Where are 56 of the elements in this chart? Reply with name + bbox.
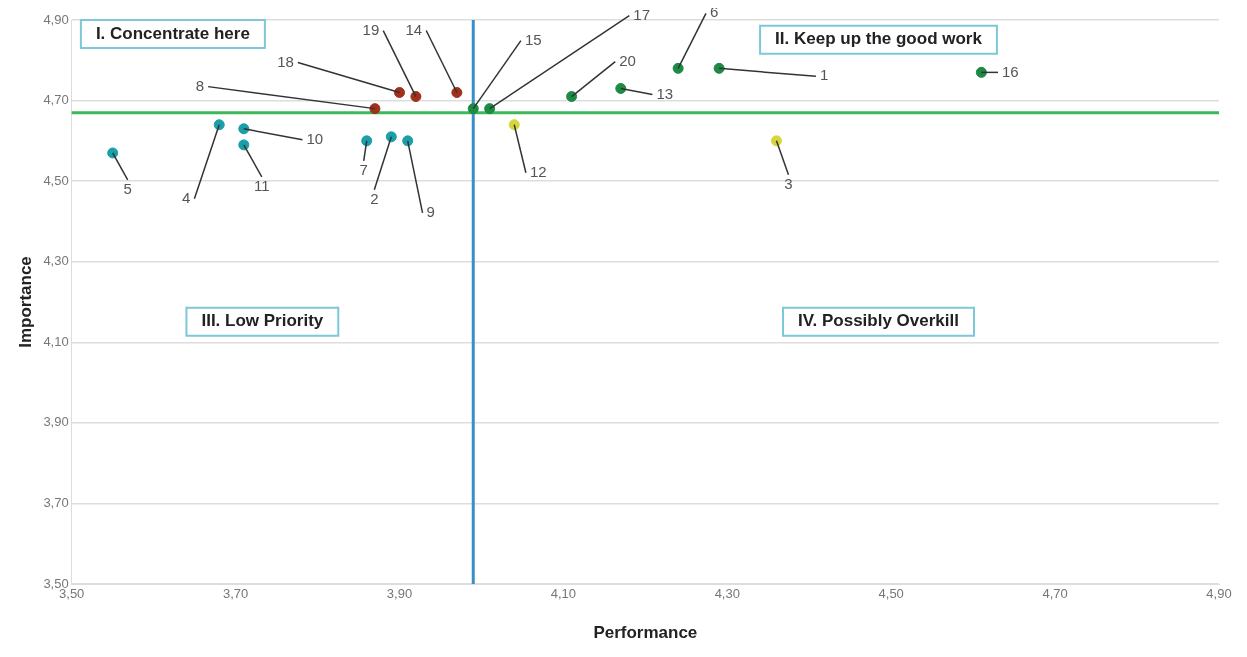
point <box>451 87 463 99</box>
point <box>361 135 373 147</box>
point <box>410 91 422 103</box>
annotation: 20 <box>619 51 636 69</box>
point <box>484 103 496 115</box>
annotation: II. Keep up the good work <box>775 29 983 49</box>
annotation: 3 <box>784 175 793 192</box>
point <box>566 91 578 103</box>
y-tick-label: 4,30 <box>43 253 69 269</box>
y-tick-label: 4,90 <box>43 11 69 27</box>
x-tick-label: 4,70 <box>1042 586 1068 602</box>
annotation: 9 <box>426 203 435 220</box>
annotation: 4 <box>182 188 191 206</box>
annotation: IV. Possibly Overkill <box>798 311 959 331</box>
annotation: 2 <box>370 189 379 207</box>
x-tick-label: 4,10 <box>550 586 577 602</box>
point <box>508 119 520 131</box>
point <box>394 87 405 99</box>
annotation: III. Low Priority <box>201 311 324 331</box>
y-tick-label: 3,70 <box>43 495 69 511</box>
point <box>369 103 381 115</box>
x-tick-label: 4,30 <box>714 586 740 602</box>
annotation: 7 <box>359 161 368 178</box>
annotation: 13 <box>656 84 674 102</box>
point <box>467 103 479 115</box>
x-tick-label: 3,90 <box>386 586 413 602</box>
annotation: 19 <box>362 20 380 38</box>
point <box>672 62 684 74</box>
point <box>713 62 725 74</box>
annotation: 11 <box>254 177 270 195</box>
annotation: 14 <box>405 20 423 38</box>
annotation: 8 <box>195 76 205 94</box>
annotation: 1 <box>819 66 829 84</box>
y-tick-label: 3,90 <box>43 414 69 430</box>
annotation: 17 <box>633 5 650 23</box>
annotation: 16 <box>1002 62 1019 80</box>
y-tick-label: 4,70 <box>43 92 69 108</box>
annotation: I. Concentrate here <box>95 23 250 43</box>
annotation: 12 <box>529 162 547 180</box>
point <box>107 147 119 159</box>
y-axis-title: Importance <box>15 256 35 348</box>
annotation: 10 <box>306 129 324 147</box>
point <box>975 66 987 78</box>
annotation: 15 <box>524 30 542 48</box>
point <box>213 119 225 131</box>
annotation: 5 <box>123 180 132 198</box>
y-tick-label: 4,50 <box>43 172 69 188</box>
x-tick-label: 3,70 <box>222 586 249 602</box>
annotation: 18 <box>277 52 294 70</box>
y-tick-label: 3,50 <box>43 575 69 591</box>
point <box>770 135 782 147</box>
x-tick-label: 4,90 <box>1206 586 1232 602</box>
x-tick-label: 4,50 <box>878 586 904 602</box>
x-axis-title: Performance <box>593 623 698 643</box>
point <box>238 123 250 135</box>
y-tick-label: 4,10 <box>43 333 69 349</box>
